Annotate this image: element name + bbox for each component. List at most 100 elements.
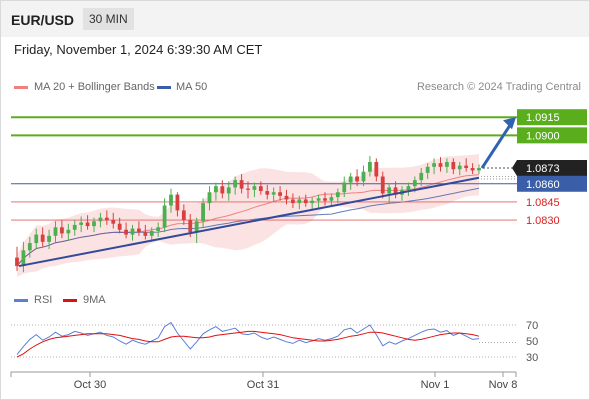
ma50-legend-label: MA 50	[176, 81, 208, 93]
candle-body	[53, 227, 58, 236]
ma9-legend-label: 9MA	[83, 294, 106, 306]
candle-body	[40, 234, 45, 242]
credit-label: Research © 2024 Trading Central	[416, 81, 581, 93]
candle-body	[92, 221, 96, 227]
rsi-tick-label-50: 50	[526, 336, 538, 348]
candle-body	[432, 163, 436, 167]
current-price-box	[512, 160, 587, 177]
candle-body	[412, 180, 417, 187]
candle-body	[284, 195, 289, 200]
candle-body	[291, 199, 295, 204]
x-tick-label: Oct 30	[74, 379, 106, 391]
candle-body	[162, 205, 167, 228]
timestamp: Friday, November 1, 2024 6:39:30 AM CET	[14, 42, 263, 57]
candle-body	[27, 243, 32, 251]
candle-body	[226, 187, 231, 194]
support-trendline	[18, 176, 480, 268]
candle-body	[194, 221, 199, 233]
candle-body	[425, 166, 430, 173]
candle-body	[348, 176, 353, 183]
ma9-legend-swatch	[63, 299, 77, 302]
pivot-label: 1.0860	[526, 179, 560, 191]
candle-body	[271, 192, 276, 195]
support-label-1.0830: 1.0830	[526, 215, 560, 227]
rsi-ma9-line	[16, 330, 480, 358]
candle-body	[323, 198, 327, 201]
candle-body	[303, 199, 308, 204]
candle-body	[169, 194, 173, 206]
candle-body	[457, 165, 462, 170]
x-tick-label: Nov 1	[421, 379, 450, 391]
header-bar: EUR/USD 30 MIN	[1, 1, 589, 37]
candle-body	[438, 163, 443, 167]
ma50-legend-swatch	[157, 86, 171, 89]
rsi-line	[16, 321, 480, 355]
candle-body	[79, 222, 84, 225]
target-label-1.0900: 1.0900	[526, 130, 560, 142]
candle-body	[258, 186, 263, 192]
candle-body	[130, 228, 135, 235]
candle-body	[188, 220, 193, 233]
candle-body	[233, 180, 238, 188]
candle-body	[451, 161, 456, 170]
x-tick-label: Nov 8	[489, 379, 518, 391]
candle-body	[104, 217, 109, 221]
candle-body	[117, 223, 122, 230]
candle-body	[406, 186, 411, 190]
candle-body	[34, 234, 39, 244]
candle-body	[47, 235, 51, 242]
candle-body	[181, 210, 186, 221]
candle-body	[297, 199, 302, 204]
candle-body	[60, 227, 64, 234]
support-label-1.0845: 1.0845	[526, 197, 560, 209]
rsi-tick-label-70: 70	[526, 320, 538, 332]
forecast-arrow-head	[503, 117, 516, 130]
ma20-legend-label: MA 20 + Bollinger Bands	[34, 81, 155, 93]
forecast-arrow-shaft	[480, 121, 514, 169]
candle-body	[278, 192, 282, 196]
candle-body	[470, 168, 475, 171]
candle-body	[342, 182, 347, 193]
candle-body	[445, 161, 449, 167]
instrument-title: EUR/USD	[11, 12, 75, 28]
candle-body	[72, 224, 77, 230]
candle-body	[124, 229, 128, 235]
candle-body	[21, 250, 26, 267]
target-label-1.0915: 1.0915	[526, 112, 560, 124]
candle-body	[464, 165, 469, 169]
candle-body	[246, 188, 250, 190]
bollinger-band	[17, 154, 479, 277]
target-label-box-1.0915	[517, 109, 587, 126]
candle-body	[335, 192, 340, 198]
candle-body	[310, 200, 315, 204]
candle-body	[329, 197, 334, 201]
candle-body	[220, 186, 225, 194]
candle-body	[374, 161, 379, 177]
candle-body	[98, 217, 103, 222]
interval-badge[interactable]: 30 MIN	[83, 8, 134, 30]
candle-body	[111, 220, 116, 224]
candle-body	[85, 222, 90, 227]
candle-body	[361, 171, 366, 182]
candle-body	[316, 198, 321, 201]
pivot-label-box	[517, 175, 587, 192]
candle-body	[214, 186, 218, 193]
candle-body	[380, 176, 385, 194]
candle-body	[201, 203, 205, 222]
ma20-legend-swatch	[14, 86, 28, 89]
x-tick-label: Oct 31	[247, 379, 279, 391]
candle-body	[252, 186, 257, 190]
candle-body	[207, 192, 212, 204]
candle-body	[239, 180, 244, 189]
candle-body	[355, 176, 359, 182]
rsi-legend-label: RSI	[34, 294, 53, 306]
candle-body	[368, 161, 372, 172]
target-label-box-1.0900	[517, 127, 587, 144]
candle-body	[477, 168, 481, 171]
candle-body	[143, 232, 148, 236]
candle-body	[175, 194, 180, 211]
candle-body	[156, 227, 161, 231]
candle-body	[137, 228, 141, 233]
current-price-label: 1.0873	[526, 163, 560, 175]
